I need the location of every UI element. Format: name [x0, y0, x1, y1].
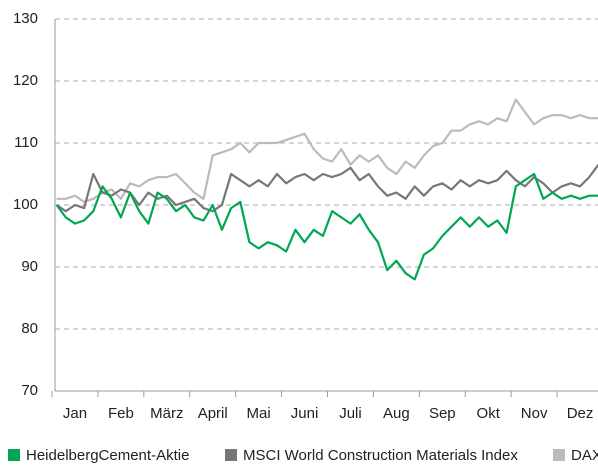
- x-tick-label: Sep: [429, 405, 456, 422]
- x-tick-label: Jan: [63, 405, 87, 422]
- y-tick-label: 130: [13, 10, 38, 27]
- x-tick-label: Okt: [477, 405, 501, 422]
- x-tick-label: Mai: [247, 405, 271, 422]
- legend-label: HeidelbergCement-Aktie: [26, 447, 189, 464]
- series-line: [56, 98, 598, 203]
- y-tick-label: 80: [21, 320, 38, 337]
- legend-swatch: [8, 449, 20, 461]
- x-tick-label: April: [198, 405, 228, 422]
- y-tick-label: 100: [13, 196, 38, 213]
- y-tick-label: 70: [21, 382, 38, 399]
- series-line: [55, 164, 598, 213]
- y-tick-label: 120: [13, 72, 38, 89]
- legend-label: MSCI World Construction Materials Index: [243, 447, 518, 464]
- x-tick-label: Dez: [567, 405, 594, 422]
- x-tick-label: Juni: [291, 405, 319, 422]
- x-tick-label: Feb: [108, 405, 134, 422]
- legend-swatch: [553, 449, 565, 461]
- x-tick-label: Aug: [383, 405, 410, 422]
- x-tick-label: März: [150, 405, 183, 422]
- x-tick-label: Nov: [521, 405, 548, 422]
- legend-swatch: [225, 449, 237, 461]
- series-line: [55, 172, 598, 281]
- y-tick-label: 90: [21, 258, 38, 275]
- legend-label: DAX: [571, 447, 598, 464]
- x-tick-label: Juli: [339, 405, 362, 422]
- y-tick-label: 110: [14, 134, 38, 151]
